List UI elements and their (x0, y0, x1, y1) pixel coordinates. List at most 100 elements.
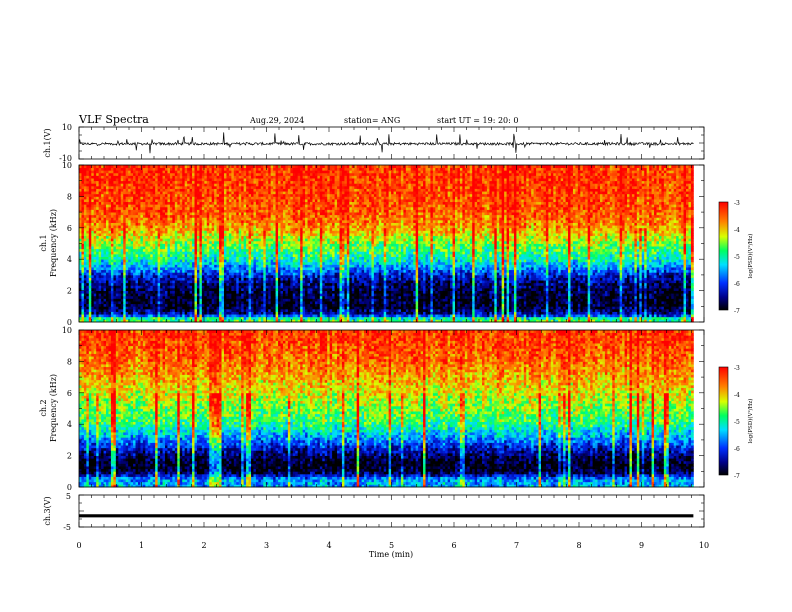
spectrogram-cell (253, 270, 256, 273)
spectrogram-cell (180, 170, 183, 173)
spectrogram-cell (170, 312, 173, 315)
spectrogram-cell (116, 230, 119, 233)
spectrogram-cell (163, 270, 166, 273)
spectrogram-cell (160, 223, 163, 226)
spectrogram-cell (261, 270, 264, 273)
spectrogram-cell (163, 199, 166, 202)
spectrogram-cell (253, 217, 256, 220)
spectrogram-cell (234, 194, 237, 197)
spectrogram-cell (175, 209, 178, 212)
spectrogram-cell (81, 309, 84, 312)
spectrogram-cell (187, 291, 190, 294)
spectrogram-cell (263, 189, 266, 192)
spectrogram-cell (116, 293, 119, 296)
spectrogram-cell (150, 170, 153, 173)
spectrogram-cell (204, 314, 207, 317)
spectrogram-cell (170, 249, 173, 252)
spectrogram-cell (212, 312, 215, 315)
spectrogram-cell (273, 178, 276, 181)
spectrogram-cell (167, 173, 170, 176)
spectrogram-cell (136, 204, 139, 207)
spectrogram-cell (86, 254, 89, 257)
spectrogram-cell (239, 230, 242, 233)
spectrogram-cell (222, 264, 225, 267)
spectrogram-cell (108, 212, 111, 215)
spectrogram-cell (209, 196, 212, 199)
spectrogram-cell (185, 238, 188, 241)
spectrogram-cell (128, 241, 131, 244)
spectrogram-cell (246, 293, 249, 296)
spectrogram-cell (175, 220, 178, 223)
spectrogram-cell (244, 173, 247, 176)
spectrogram-cell (241, 280, 244, 283)
spectrogram-cell (199, 298, 202, 301)
spectrogram-cell (207, 254, 210, 257)
spectrogram-cell (263, 199, 266, 202)
spectrogram-cell (91, 272, 94, 275)
spectrogram-cell (143, 173, 146, 176)
spectrogram-cell (175, 280, 178, 283)
spectrogram-cell (258, 186, 261, 189)
spectrogram-cell (170, 267, 173, 270)
spectrogram-cell (128, 228, 131, 231)
spectrogram-cell (163, 207, 166, 210)
spectrogram-cell (212, 309, 215, 312)
spectrogram-cell (81, 170, 84, 173)
spectrogram-cell (190, 191, 193, 194)
spectrogram-cell (217, 246, 220, 249)
spectrogram-cell (229, 228, 232, 231)
spectrogram-cell (246, 207, 249, 210)
spectrogram-cell (121, 246, 124, 249)
spectrogram-cell (256, 280, 259, 283)
spectrogram-cell (138, 306, 141, 309)
spectrogram-cell (209, 267, 212, 270)
spectrogram-cell (153, 283, 156, 286)
spectrogram-cell (217, 309, 220, 312)
spectrogram-cell (182, 293, 185, 296)
spectrogram-cell (192, 270, 195, 273)
spectrogram-cell (195, 244, 198, 247)
spectrogram-cell (79, 314, 82, 317)
spectrogram-cell (224, 191, 227, 194)
spectrogram-cell (113, 217, 116, 220)
spectrogram-cell (116, 278, 119, 281)
spectrogram-cell (182, 285, 185, 288)
spectrogram-cell (145, 168, 148, 171)
spectrogram-cell (133, 183, 136, 186)
spectrogram-cell (160, 175, 163, 178)
spectrogram-cell (268, 278, 271, 281)
spectrogram-cell (84, 178, 87, 181)
spectrogram-cell (163, 259, 166, 262)
spectrogram-cell (222, 280, 225, 283)
spectrogram-cell (136, 306, 139, 309)
spectrogram-cell (79, 244, 82, 247)
spectrogram-cell (143, 170, 146, 173)
spectrogram-cell (256, 189, 259, 192)
spectrogram-cell (138, 278, 141, 281)
spectrogram-cell (113, 189, 116, 192)
spectrogram-cell (153, 175, 156, 178)
spectrogram-cell (138, 220, 141, 223)
spectrogram-cell (197, 314, 200, 317)
spectrogram-cell (226, 175, 229, 178)
spectrogram-cell (209, 296, 212, 299)
spectrogram-cell (224, 212, 227, 215)
spectrogram-cell (172, 183, 175, 186)
spectrogram-cell (239, 186, 242, 189)
spectrogram-cell (239, 304, 242, 307)
spectrogram-cell (165, 285, 168, 288)
spectrogram-cell (123, 170, 126, 173)
spectrogram-cell (207, 280, 210, 283)
spectrogram-cell (246, 275, 249, 278)
spectrogram-cell (84, 293, 87, 296)
spectrogram-cell (182, 272, 185, 275)
spectrogram-cell (111, 236, 114, 239)
spectrogram-cell (197, 309, 200, 312)
spectrogram-cell (153, 285, 156, 288)
spectrogram-cell (116, 283, 119, 286)
spectrogram-cell (217, 196, 220, 199)
spectrogram-cell (266, 170, 269, 173)
spectrogram-cell (185, 246, 188, 249)
spectrogram-cell (163, 230, 166, 233)
spectrogram-cell (182, 312, 185, 315)
